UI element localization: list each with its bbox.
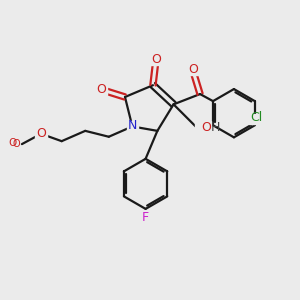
- Text: Cl: Cl: [250, 110, 262, 124]
- Text: O: O: [151, 53, 161, 66]
- Bar: [249, 114, 260, 124]
- Text: O: O: [36, 127, 46, 140]
- Text: H: H: [210, 122, 220, 134]
- Bar: [195, 121, 211, 132]
- Text: O: O: [188, 63, 198, 76]
- Bar: [35, 129, 47, 139]
- Bar: [150, 55, 161, 65]
- Bar: [141, 211, 150, 220]
- Text: O: O: [13, 139, 20, 149]
- Bar: [96, 85, 107, 95]
- Text: N: N: [128, 119, 138, 132]
- Bar: [127, 121, 138, 132]
- Bar: [187, 65, 198, 75]
- Text: O: O: [201, 122, 211, 134]
- Text: F: F: [142, 211, 149, 224]
- Text: O: O: [97, 82, 106, 95]
- Text: O: O: [8, 138, 16, 148]
